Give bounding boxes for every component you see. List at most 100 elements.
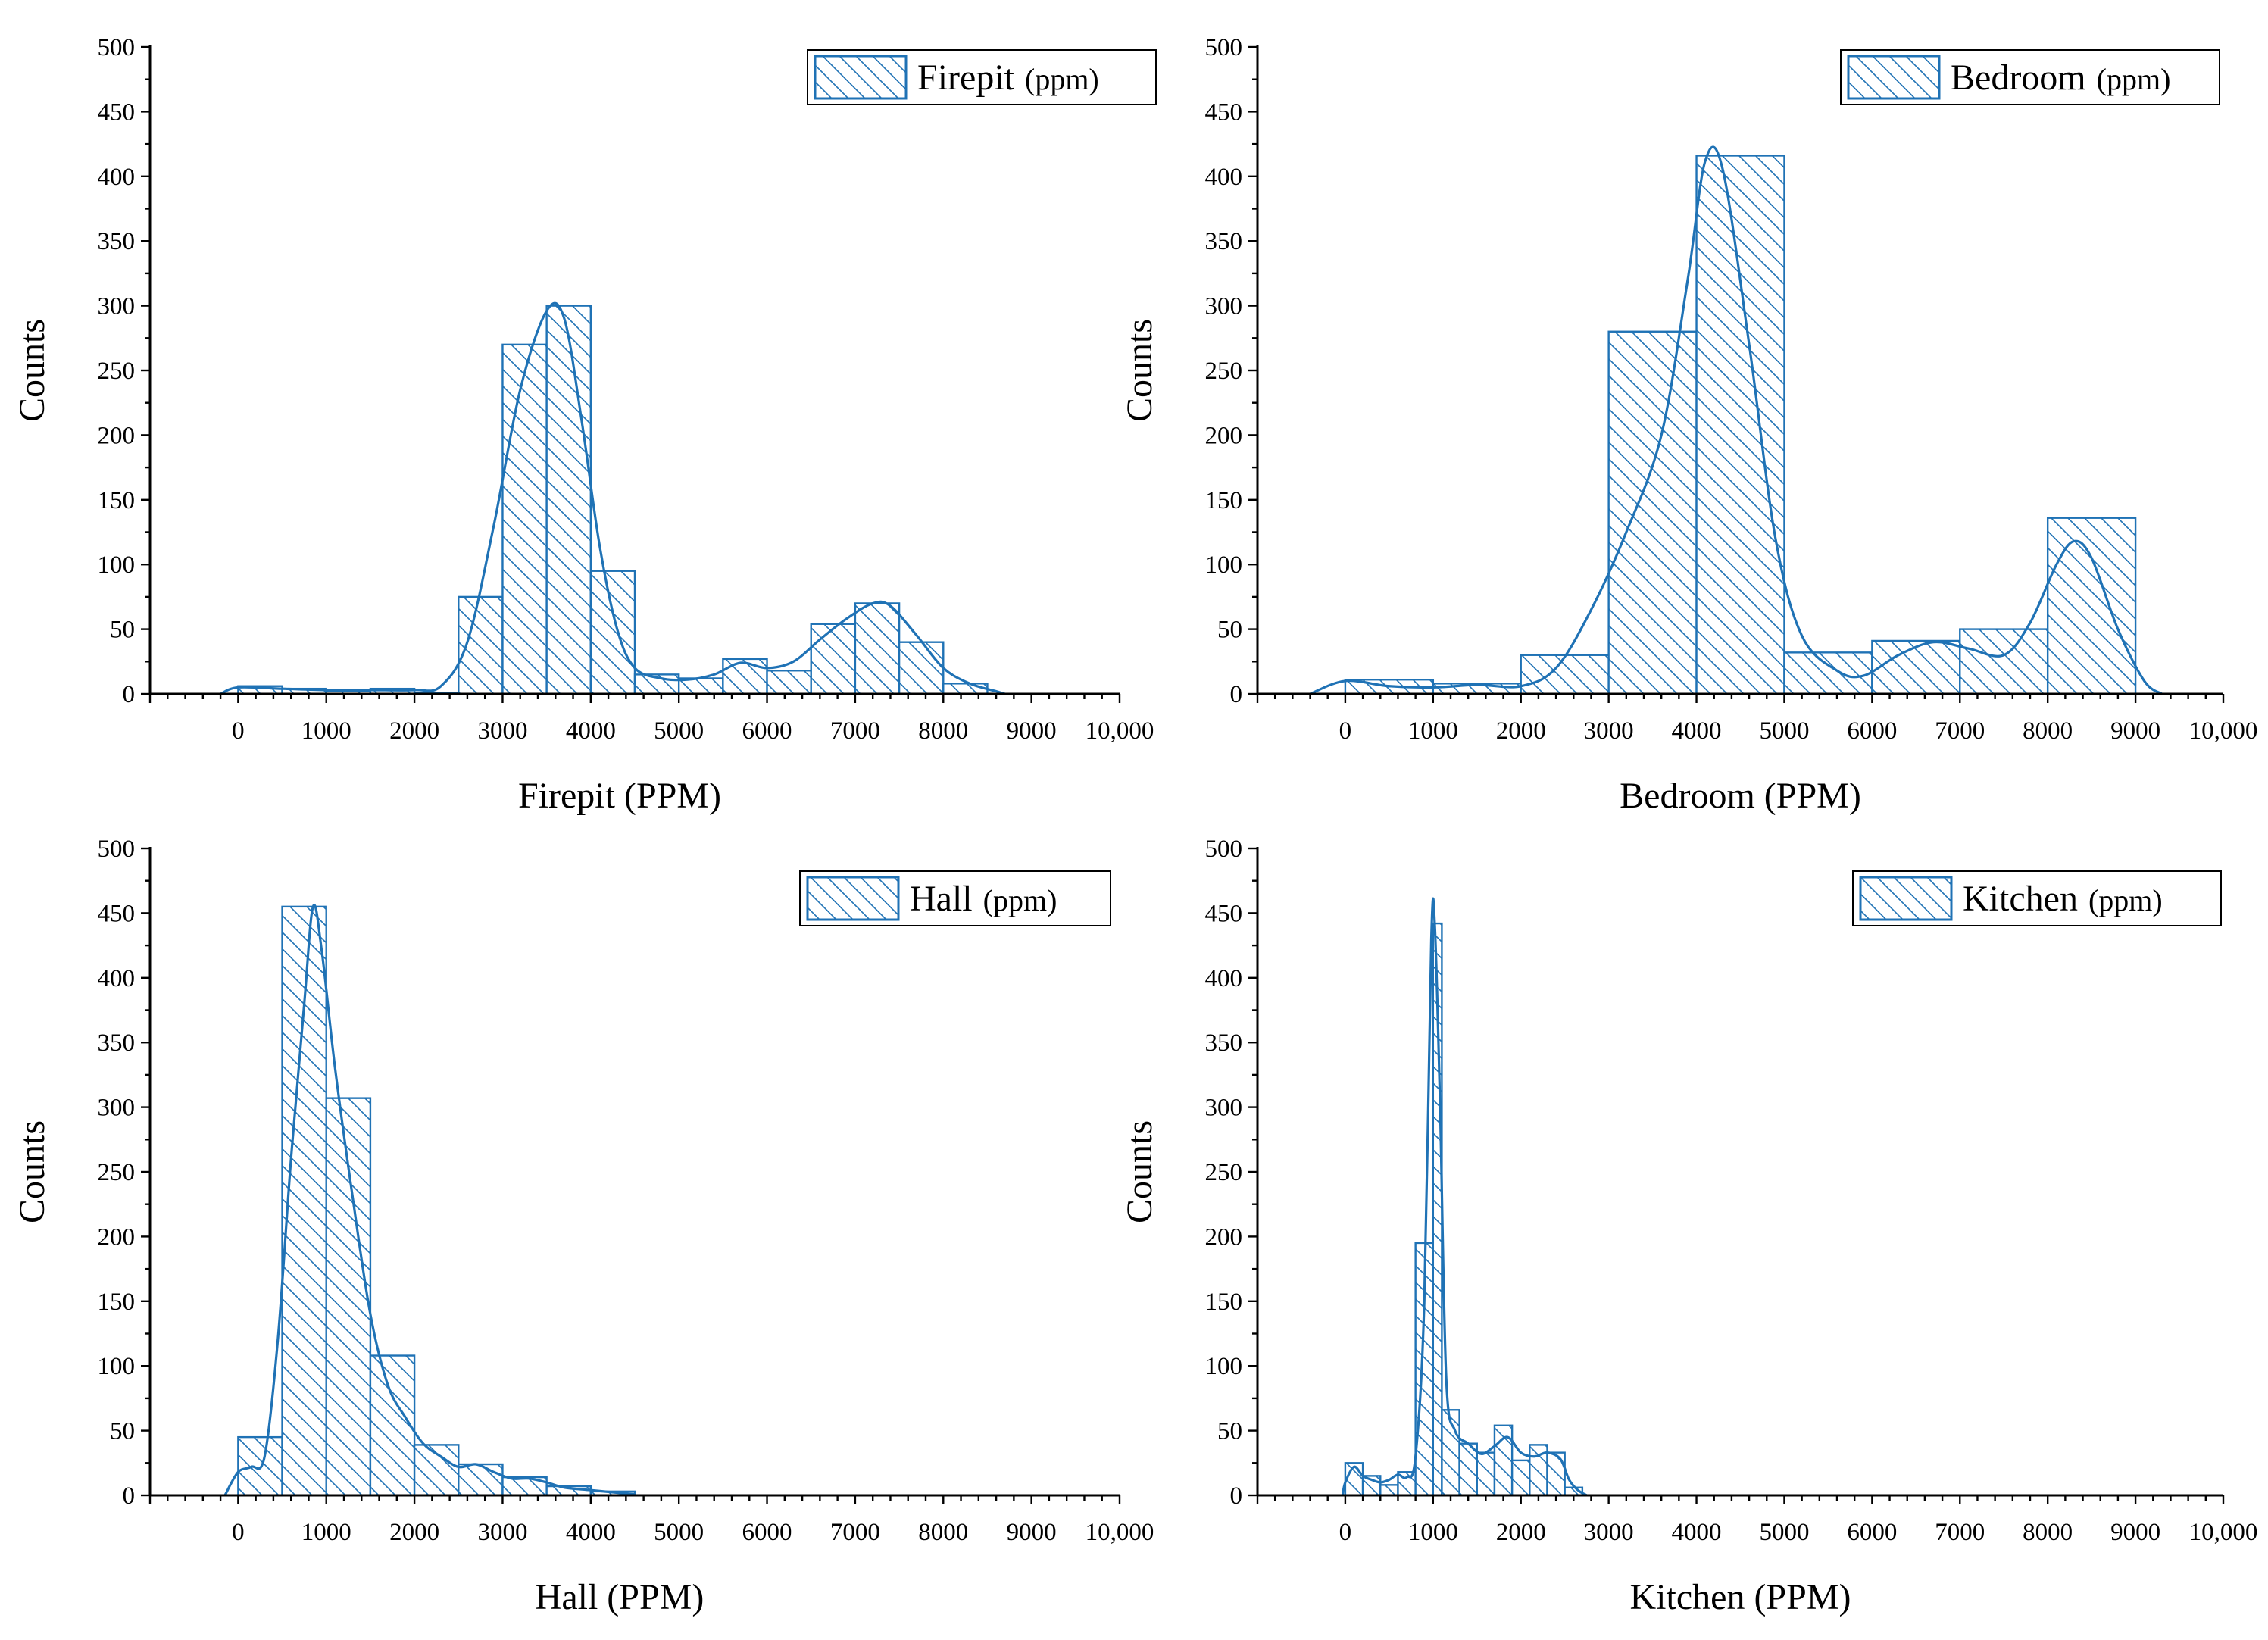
- y-tick-label: 500: [98, 34, 136, 61]
- y-tick-label: 100: [1205, 1353, 1243, 1380]
- histogram-bar: [1783, 651, 1873, 695]
- y-tick-label: 250: [1205, 1159, 1243, 1186]
- histogram-bar: [942, 683, 989, 695]
- x-axis-title: Kitchen (PPM): [1630, 1577, 1851, 1617]
- legend-hall: Hall (ppm): [799, 870, 1111, 926]
- y-tick-label: 50: [110, 1418, 135, 1445]
- legend-swatch: [1859, 876, 1953, 921]
- x-tick-label: 5000: [1759, 717, 1809, 745]
- y-tick-label: 250: [1205, 358, 1243, 385]
- x-tick-label: 0: [232, 717, 245, 745]
- y-tick-label: 200: [1205, 422, 1243, 449]
- y-tick-label: 0: [123, 681, 136, 708]
- histogram-bar: [766, 670, 812, 695]
- x-tick-label: 3000: [477, 1519, 527, 1546]
- histogram-bar: [369, 1354, 416, 1497]
- x-axis-title: Hall (PPM): [536, 1577, 704, 1617]
- y-axis-title: Counts: [1120, 1120, 1160, 1223]
- x-tick-label: 9000: [2110, 1519, 2160, 1546]
- y-tick-label: 200: [98, 422, 136, 449]
- y-axis-title: Counts: [12, 319, 52, 422]
- histogram-bar: [1871, 639, 1961, 695]
- legend-label: Hall (ppm): [910, 879, 1057, 919]
- histogram-bar: [325, 1097, 372, 1497]
- x-tick-label: 4000: [566, 1519, 616, 1546]
- x-tick-label: 3000: [477, 717, 527, 745]
- x-tick-label: 7000: [1935, 1519, 1985, 1546]
- histogram-bar: [1493, 1424, 1514, 1497]
- x-tick-label: 8000: [2023, 717, 2073, 745]
- y-axis-title: Counts: [12, 1120, 52, 1223]
- y-tick-label: 400: [1205, 965, 1243, 992]
- x-tick-label: 10,000: [1086, 1519, 1154, 1546]
- x-tick-label: 10,000: [2189, 717, 2258, 745]
- y-tick-label: 250: [98, 358, 136, 385]
- x-tick-label: 4000: [1672, 1519, 1722, 1546]
- x-tick-label: 6000: [742, 717, 792, 745]
- x-tick-label: 0: [232, 1519, 245, 1546]
- y-tick-label: 450: [98, 98, 136, 126]
- y-tick-label: 450: [98, 900, 136, 927]
- legend-swatch: [1847, 55, 1941, 100]
- histogram-bar: [1546, 1451, 1566, 1497]
- y-tick-label: 400: [98, 164, 136, 191]
- legend-label: Bedroom (ppm): [1951, 58, 2170, 98]
- y-tick-label: 350: [1205, 1029, 1243, 1057]
- x-tick-label: 9000: [1007, 717, 1057, 745]
- y-tick-label: 300: [1205, 1095, 1243, 1122]
- y-tick-label: 150: [1205, 487, 1243, 514]
- histogram-bar: [1695, 155, 1785, 695]
- x-tick-label: 1000: [1408, 717, 1458, 745]
- legend-label: Firepit (ppm): [917, 58, 1099, 98]
- histogram-bar: [898, 641, 945, 695]
- x-tick-label: 2000: [1496, 717, 1546, 745]
- y-tick-label: 150: [98, 1289, 136, 1316]
- x-tick-label: 6000: [1847, 1519, 1897, 1546]
- y-tick-label: 0: [1230, 1482, 1243, 1510]
- y-tick-label: 500: [1205, 34, 1243, 61]
- x-tick-label: 3000: [1584, 717, 1634, 745]
- x-axis-title: Firepit (PPM): [518, 776, 721, 816]
- y-tick-label: 0: [123, 1482, 136, 1510]
- x-tick-label: 2000: [389, 1519, 439, 1546]
- y-tick-label: 100: [1205, 551, 1243, 579]
- density-curve: [1341, 897, 1588, 1497]
- x-tick-label: 7000: [830, 717, 880, 745]
- legend-firepit: Firepit (ppm): [807, 49, 1157, 105]
- y-tick-label: 150: [1205, 1289, 1243, 1316]
- legend-swatch: [814, 55, 908, 100]
- histogram-bar: [1476, 1451, 1496, 1497]
- x-tick-label: 9000: [2110, 717, 2160, 745]
- legend-label: Kitchen (ppm): [1963, 879, 2163, 919]
- histogram-bar: [1458, 1442, 1478, 1497]
- y-tick-label: 150: [98, 487, 136, 514]
- y-tick-label: 250: [98, 1159, 136, 1186]
- x-tick-label: 2000: [1496, 1519, 1546, 1546]
- histogram-bar: [722, 658, 768, 695]
- x-tick-label: 5000: [1759, 1519, 1809, 1546]
- x-tick-label: 2000: [389, 717, 439, 745]
- x-tick-label: 8000: [918, 1519, 968, 1546]
- legend-kitchen: Kitchen (ppm): [1852, 870, 2222, 926]
- x-tick-label: 3000: [1584, 1519, 1634, 1546]
- x-tick-label: 6000: [1847, 717, 1897, 745]
- x-tick-label: 6000: [742, 1519, 792, 1546]
- x-tick-label: 10,000: [1086, 717, 1154, 745]
- y-tick-label: 50: [110, 617, 135, 644]
- x-tick-label: 0: [1339, 1519, 1352, 1546]
- histogram-bar: [545, 305, 592, 695]
- x-tick-label: 1000: [301, 1519, 351, 1546]
- x-tick-label: 0: [1339, 717, 1352, 745]
- x-axis-title: Bedroom (PPM): [1620, 776, 1861, 816]
- x-tick-label: 10,000: [2189, 1519, 2258, 1546]
- density-curve: [220, 301, 1006, 695]
- y-tick-label: 300: [1205, 293, 1243, 320]
- histogram-bar: [1379, 1484, 1399, 1497]
- density-curve: [223, 904, 636, 1496]
- legend-bedroom: Bedroom (ppm): [1840, 49, 2220, 105]
